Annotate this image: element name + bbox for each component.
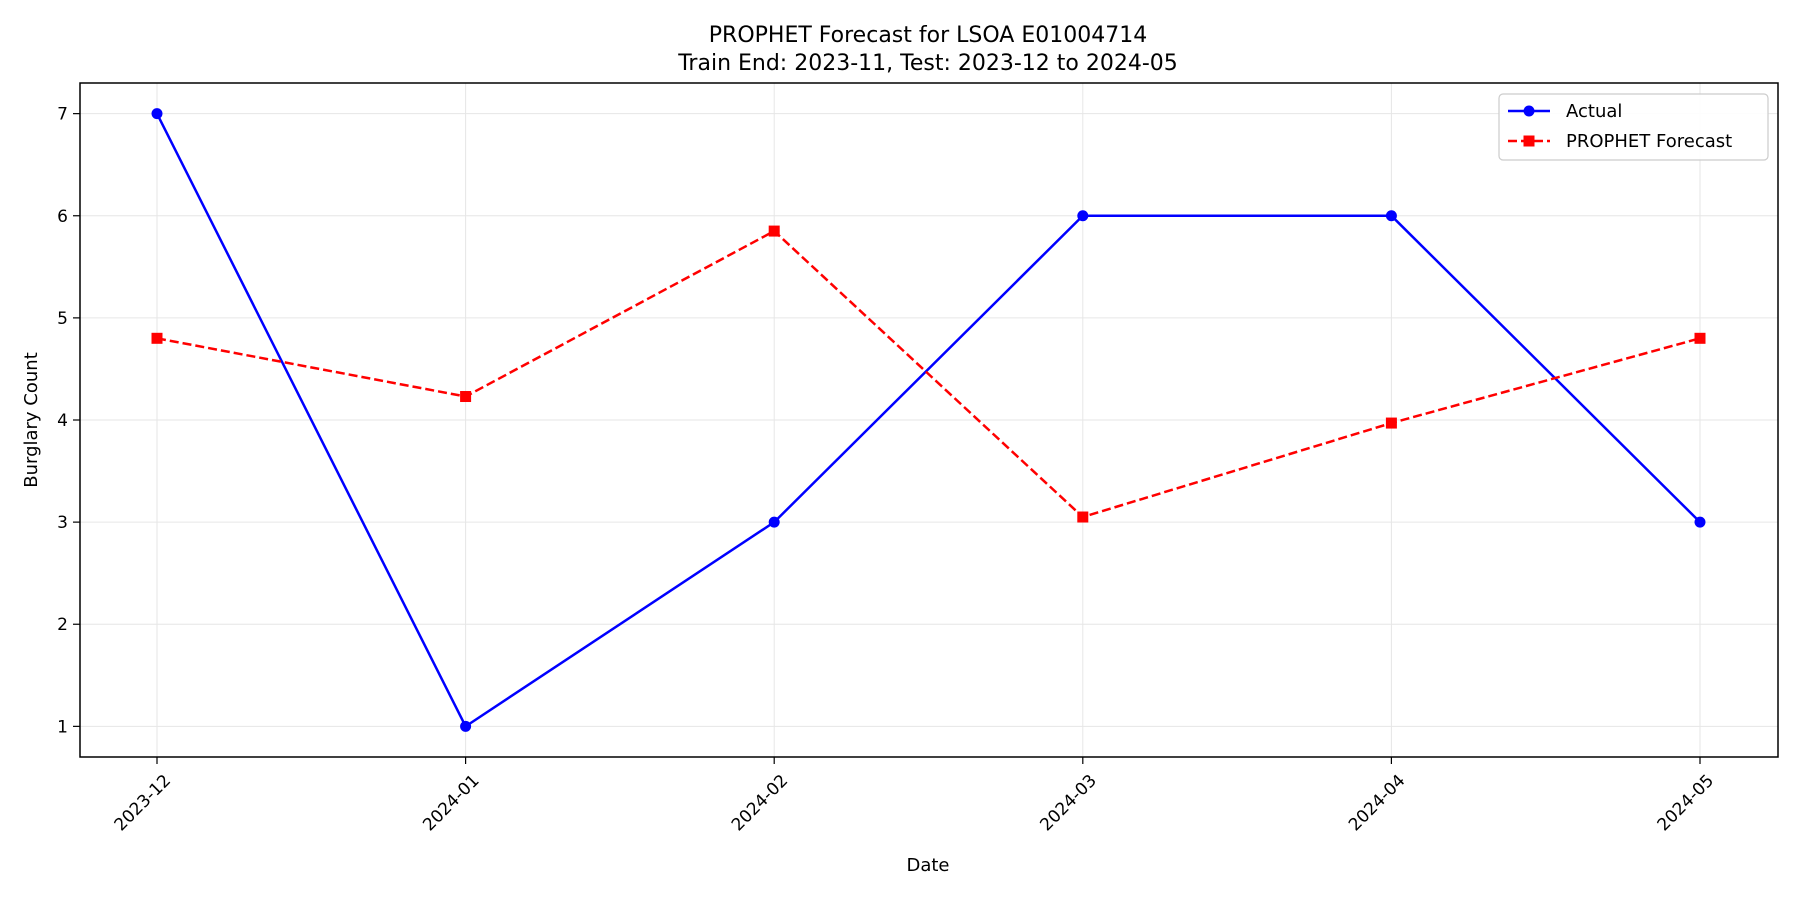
x-tick-label: 2024-05 — [1654, 771, 1718, 835]
chart-subtitle: Train End: 2023-11, Test: 2023-12 to 202… — [677, 51, 1178, 76]
series-line — [156, 229, 1701, 519]
legend-label: PROPHET Forecast — [1566, 131, 1732, 152]
x-tick-label: 2023-12 — [111, 771, 175, 835]
series-layer — [151, 108, 1706, 732]
axis-ticks: 2023-12 2024-01 2024-02 2024-03 2024-04 2024-… — [57, 105, 1718, 836]
legend: Actual PROPHET Forecast — [1498, 93, 1769, 161]
data-point-marker — [1077, 511, 1089, 523]
data-point-marker — [768, 516, 780, 528]
y-tick-label: 4 — [57, 411, 68, 431]
x-tick-label: 2024-02 — [728, 771, 792, 835]
y-axis-label: Burglary Count — [21, 352, 42, 488]
legend-label: Actual — [1566, 101, 1622, 122]
data-point-marker — [1385, 417, 1397, 429]
legend-marker — [1523, 105, 1535, 117]
data-point-marker — [1077, 210, 1089, 222]
series-forecast — [151, 225, 1706, 523]
data-point-marker — [1694, 516, 1706, 528]
x-axis-label: Date — [906, 855, 949, 876]
x-tick-label: 2024-03 — [1036, 771, 1100, 835]
y-tick-label: 7 — [57, 105, 68, 125]
y-tick-label: 6 — [57, 207, 68, 227]
data-point-marker — [1694, 332, 1706, 344]
series-line — [155, 113, 1701, 728]
series-actual — [151, 108, 1706, 732]
data-point-marker — [151, 108, 163, 120]
data-point-marker — [1385, 210, 1397, 222]
data-point-marker — [460, 720, 472, 732]
legend-marker — [1523, 135, 1535, 147]
grid — [80, 83, 1778, 757]
data-point-marker — [151, 332, 163, 344]
data-point-marker — [460, 391, 472, 403]
y-tick-label: 5 — [57, 309, 68, 329]
y-tick-label: 1 — [57, 717, 68, 737]
legend-entry: PROPHET Forecast — [1508, 131, 1732, 152]
legend-frame — [1498, 93, 1769, 161]
x-tick-label: 2024-04 — [1345, 771, 1409, 835]
chart-title: PROPHET Forecast for LSOA E01004714 — [709, 23, 1147, 48]
data-point-marker — [768, 225, 780, 237]
legend-entry: Actual — [1508, 101, 1622, 122]
y-tick-label: 3 — [57, 513, 68, 533]
y-tick-label: 2 — [57, 615, 68, 635]
x-tick-label: 2024-01 — [419, 771, 483, 835]
